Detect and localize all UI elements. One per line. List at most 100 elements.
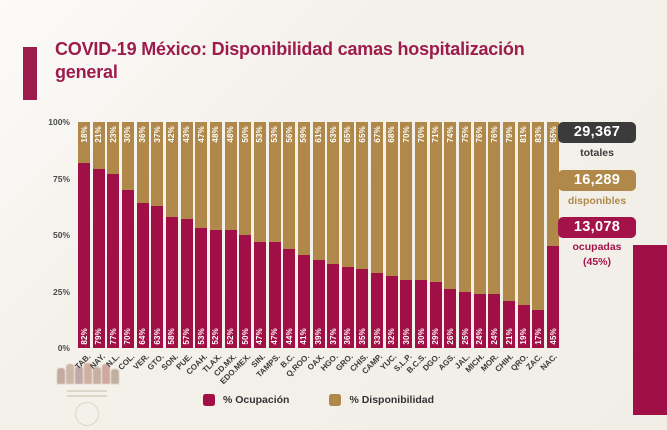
disponibilidad-value-label: 48% xyxy=(226,126,236,143)
segment-ocupacion xyxy=(341,266,354,348)
segment-ocupacion xyxy=(195,228,208,348)
bar-sin: 53% 47% xyxy=(253,122,266,348)
disponibilidad-value-label: 74% xyxy=(445,126,455,143)
bar-camp: 67% 33% xyxy=(371,122,384,348)
disponibilidad-value-label: 21% xyxy=(94,126,104,143)
segment-ocupacion xyxy=(121,189,134,348)
ocupacion-value-label: 29% xyxy=(431,328,441,345)
legend-item-disponibilidad: % Disponibilidad xyxy=(329,394,434,406)
bar-bc: 56% 44% xyxy=(283,122,296,348)
x-tick-ver: VER. xyxy=(131,352,151,372)
segment-ocupacion xyxy=(415,280,428,348)
x-tick-son: SON. xyxy=(159,352,180,373)
ocupacion-value-label: 79% xyxy=(94,328,104,345)
x-axis-labels: TAB. NAY. N.L. COL. VER. GTO. SON. PUE. COAH. TLA… xyxy=(73,349,559,399)
disponibilidad-value-label: 65% xyxy=(357,126,367,143)
segment-disponibilidad xyxy=(209,122,222,231)
title-accent-bar xyxy=(23,47,37,100)
segment-disponibilidad xyxy=(165,122,178,217)
x-tick-yuc: YUC. xyxy=(378,352,399,372)
disponibilidad-value-label: 50% xyxy=(240,126,250,143)
ocupacion-value-label: 52% xyxy=(226,328,236,345)
x-tick-nac: NAC. xyxy=(538,352,559,373)
ocupacion-value-label: 37% xyxy=(328,328,338,345)
ocupacion-value-label: 35% xyxy=(357,328,367,345)
disponibilidad-value-label: 23% xyxy=(108,126,118,143)
segment-disponibilidad xyxy=(107,122,120,174)
segment-ocupacion xyxy=(327,264,340,348)
bar-ags: 74% 26% xyxy=(444,122,457,348)
bar-chis: 65% 35% xyxy=(356,122,369,348)
bar-chih: 79% 21% xyxy=(503,122,516,348)
ocupacion-value-label: 39% xyxy=(314,328,323,345)
bar-pue: 43% 57% xyxy=(180,122,193,348)
disponibles-caption: disponibles xyxy=(567,195,627,207)
ocupacion-value-label: 32% xyxy=(387,328,397,345)
ocupacion-value-label: 58% xyxy=(167,328,177,345)
x-tick-gro: GRO. xyxy=(333,352,355,373)
x-tick-mich: MICH. xyxy=(463,352,487,375)
stat-disponibles: 16,289 disponibles xyxy=(558,170,636,207)
legend-item-ocupacion: % Ocupación xyxy=(202,394,290,406)
disponibilidad-value-label: 56% xyxy=(284,126,294,143)
bar-coah: 47% 53% xyxy=(195,122,208,348)
segment-ocupacion xyxy=(78,162,90,348)
x-tick-chih: CHIH. xyxy=(493,352,516,374)
segment-ocupacion xyxy=(268,241,281,348)
x-tick-oax: OAX. xyxy=(305,352,326,373)
segment-ocupacion xyxy=(253,241,266,348)
bar-ver: 36% 64% xyxy=(136,122,149,348)
bar-bcs: 70% 30% xyxy=(415,122,428,348)
segment-disponibilidad xyxy=(415,122,428,281)
ocupacion-value-label: 77% xyxy=(108,328,118,345)
bar-col: 30% 70% xyxy=(121,122,134,348)
segment-disponibilidad xyxy=(517,122,530,306)
bar-slp: 70% 30% xyxy=(400,122,413,348)
legend-ocupacion-label: % Ocupación xyxy=(222,394,290,406)
legend: % Ocupación % Disponibilidad xyxy=(78,394,559,406)
segment-ocupacion xyxy=(371,273,384,348)
disponibilidad-value-label: 18% xyxy=(79,126,89,143)
segment-disponibilidad xyxy=(253,122,266,242)
disponibilidad-value-label: 76% xyxy=(475,126,485,143)
bar-tab: 18% 82% xyxy=(78,122,90,348)
disponibilidad-value-label: 70% xyxy=(416,126,426,143)
segment-disponibilidad xyxy=(92,122,105,170)
segment-disponibilidad xyxy=(473,122,486,294)
page-title: COVID-19 México: Disponibilidad camas ho… xyxy=(55,39,525,82)
segment-ocupacion xyxy=(224,230,237,348)
segment-disponibilidad xyxy=(547,122,559,247)
bar-qroo: 59% 41% xyxy=(297,122,310,348)
segment-disponibilidad xyxy=(268,122,281,242)
segment-disponibilidad xyxy=(429,122,442,283)
disponibilidad-swatch-icon xyxy=(329,394,342,406)
segment-disponibilidad xyxy=(297,122,310,256)
x-tick-gto: GTO. xyxy=(145,352,166,373)
ocupacion-value-label: 30% xyxy=(401,328,411,345)
bar-nac: 55% 45% xyxy=(547,122,559,348)
segment-disponibilidad xyxy=(444,122,457,290)
bar-gto: 37% 63% xyxy=(151,122,164,348)
ocupacion-value-label: 21% xyxy=(504,328,514,345)
disponibilidad-value-label: 68% xyxy=(387,126,397,143)
government-logo-watermark xyxy=(55,360,125,426)
segment-ocupacion xyxy=(444,289,457,348)
x-tick-mor: MOR. xyxy=(479,352,501,374)
bar-gro: 65% 36% xyxy=(341,122,354,348)
y-tick-label: 75% xyxy=(52,173,70,184)
bar-jal: 75% 25% xyxy=(459,122,472,348)
segment-ocupacion xyxy=(532,309,545,348)
segment-ocupacion xyxy=(107,173,120,348)
disponibilidad-value-label: 79% xyxy=(504,126,514,143)
ocupadas-caption: ocupadas xyxy=(572,241,622,253)
segment-disponibilidad xyxy=(488,122,501,294)
disponibilidad-value-label: 76% xyxy=(489,126,499,143)
legend-disponibilidad-label: % Disponibilidad xyxy=(349,394,435,406)
disponibles-badge: 16,289 xyxy=(558,170,636,191)
disponibilidad-value-label: 53% xyxy=(255,126,265,143)
disponibilidad-value-label: 71% xyxy=(431,126,441,143)
x-tick-camp: CAMP. xyxy=(360,352,384,376)
x-tick-dgo: DGO. xyxy=(421,352,443,373)
segment-disponibilidad xyxy=(400,122,413,281)
bar-hgo: 63% 37% xyxy=(327,122,340,348)
